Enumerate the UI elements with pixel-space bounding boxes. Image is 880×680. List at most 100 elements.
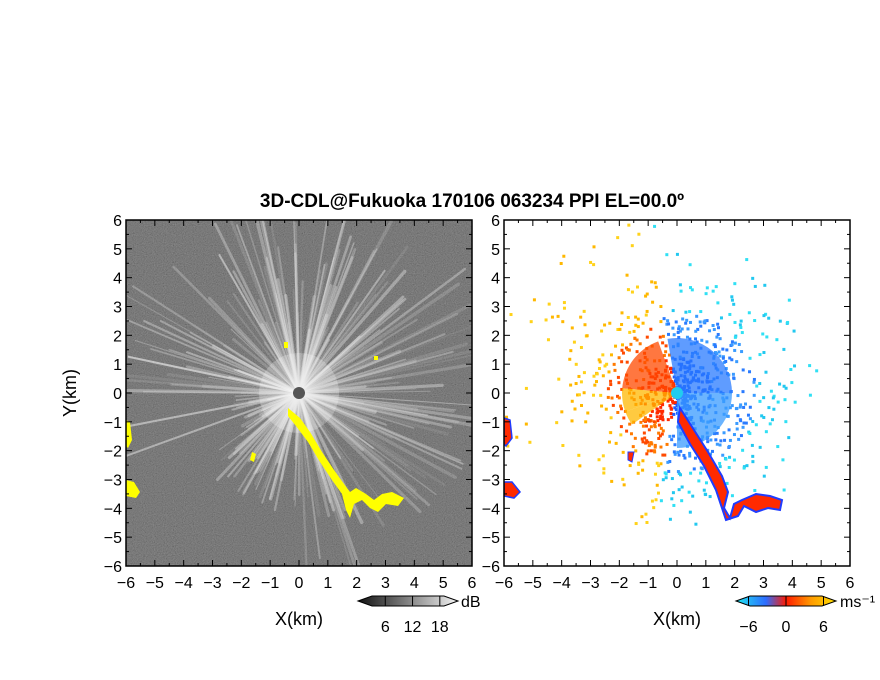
reflectivity-beam bbox=[297, 247, 357, 395]
velocity-pixel bbox=[672, 450, 676, 454]
velocity-pixel bbox=[699, 471, 703, 475]
reflectivity-beam bbox=[297, 391, 452, 429]
velocity-pixel bbox=[711, 289, 715, 293]
velocity-pixel bbox=[603, 323, 607, 327]
velocity-pixel bbox=[671, 401, 675, 405]
velocity-pixel bbox=[649, 449, 653, 453]
velocity-pixel bbox=[620, 387, 624, 391]
velocity-pixel bbox=[524, 386, 528, 390]
velocity-pixel bbox=[608, 321, 612, 325]
velocity-pixel bbox=[750, 443, 754, 447]
velocity-pixel bbox=[611, 403, 615, 407]
velocity-pixel bbox=[583, 323, 587, 327]
reflectivity-beam bbox=[276, 278, 301, 395]
velocity-pixel bbox=[592, 263, 596, 267]
reflectivity-beam bbox=[263, 265, 301, 395]
reflectivity-beam bbox=[297, 386, 370, 395]
velocity-pixel bbox=[600, 404, 604, 408]
velocity-pixel bbox=[562, 306, 566, 310]
velocity-pixel bbox=[657, 423, 661, 427]
velocity-pixel bbox=[616, 375, 620, 379]
velocity-pixel bbox=[767, 316, 771, 320]
velocity-pixel bbox=[699, 310, 703, 314]
y-tick-label: 2 bbox=[113, 328, 122, 345]
reflectivity-beam bbox=[255, 220, 301, 395]
velocity-pixel bbox=[685, 335, 689, 339]
x-tick-label: 0 bbox=[295, 575, 304, 592]
velocity-pixel bbox=[730, 340, 734, 344]
velocity-pixel bbox=[650, 409, 654, 413]
x-tick-label: −5 bbox=[524, 575, 542, 592]
reflectivity-beam bbox=[297, 391, 449, 436]
velocity-pixel bbox=[641, 424, 645, 428]
reflectivity-beam bbox=[240, 391, 301, 428]
reflectivity-beam bbox=[297, 391, 354, 472]
reflectivity-beam bbox=[126, 318, 300, 394]
velocity-pixel bbox=[717, 350, 721, 354]
velocity-pixel bbox=[772, 407, 776, 411]
velocity-pixel bbox=[635, 285, 639, 289]
reflectivity-beam bbox=[293, 252, 301, 395]
velocity-pixel bbox=[772, 394, 776, 398]
velocity-pixel bbox=[677, 335, 681, 339]
reflectivity-beam bbox=[297, 391, 472, 427]
velocity-pixel bbox=[671, 399, 675, 403]
reflectivity-beam bbox=[297, 341, 383, 395]
velocity-pixel bbox=[570, 399, 574, 403]
velocity-pixel bbox=[569, 383, 573, 387]
reflectivity-beam bbox=[247, 391, 301, 418]
velocity-pixel bbox=[660, 432, 664, 436]
velocity-pixel bbox=[661, 478, 665, 482]
reflectivity-beam bbox=[297, 267, 467, 395]
velocity-pixel bbox=[668, 517, 672, 521]
velocity-pixel bbox=[665, 442, 669, 446]
velocity-pixel bbox=[711, 324, 715, 328]
reflectivity-beam bbox=[294, 392, 300, 507]
velocity-pixel bbox=[674, 320, 678, 324]
velocity-pixel bbox=[738, 405, 742, 409]
x-tick-label: 5 bbox=[817, 575, 826, 592]
velocity-pixel bbox=[728, 455, 732, 459]
velocity-pixel bbox=[721, 356, 725, 360]
velocity-pixel bbox=[672, 503, 676, 507]
velocity-pixel bbox=[582, 391, 586, 395]
velocity-pixel bbox=[771, 396, 775, 400]
velocity-pixel bbox=[568, 357, 572, 361]
reflectivity-beam bbox=[298, 392, 309, 498]
reflectivity-beam bbox=[297, 298, 350, 395]
velocity-pixel bbox=[579, 315, 583, 319]
velocity-pixel bbox=[597, 366, 601, 370]
velocity-pixel bbox=[597, 358, 601, 362]
velocity-pixel bbox=[659, 405, 663, 409]
velocity-pixel bbox=[562, 301, 566, 305]
x-tick-label: −6 bbox=[495, 575, 513, 592]
velocity-pixel bbox=[747, 311, 751, 315]
velocity-pixel bbox=[706, 440, 710, 444]
x-tick-label: 1 bbox=[701, 575, 710, 592]
velocity-pixel bbox=[677, 325, 681, 329]
reflectivity-beam bbox=[297, 313, 329, 395]
reflectivity-beam bbox=[297, 363, 472, 395]
velocity-pixel bbox=[658, 417, 662, 421]
velocity-pixel bbox=[727, 444, 731, 448]
velocity-pixel bbox=[550, 315, 554, 319]
reflectivity-beam bbox=[218, 392, 300, 451]
velocity-pixel bbox=[702, 488, 706, 492]
reflectivity-beam bbox=[254, 392, 300, 456]
velocity-pixel bbox=[659, 414, 663, 418]
x-tick-label: 0 bbox=[673, 575, 682, 592]
velocity-pixel bbox=[679, 289, 683, 293]
reflectivity-beam bbox=[261, 392, 300, 504]
velocity-pixel bbox=[609, 383, 613, 387]
velocity-pixel bbox=[752, 377, 756, 381]
reflectivity-beam bbox=[298, 381, 377, 394]
velocity-pixel bbox=[767, 406, 771, 410]
velocity-pixel bbox=[669, 412, 673, 416]
velocity-pixel bbox=[735, 421, 739, 425]
reflectivity-beam bbox=[298, 242, 355, 394]
velocity-pixel bbox=[630, 290, 634, 294]
radar-site-left bbox=[293, 387, 305, 399]
reflectivity-beam bbox=[298, 392, 437, 495]
velocity-pixel bbox=[620, 348, 624, 352]
reflectivity-beam bbox=[237, 369, 301, 395]
